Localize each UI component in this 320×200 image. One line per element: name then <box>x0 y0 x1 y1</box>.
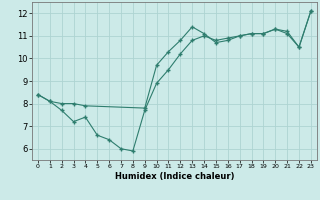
X-axis label: Humidex (Indice chaleur): Humidex (Indice chaleur) <box>115 172 234 181</box>
